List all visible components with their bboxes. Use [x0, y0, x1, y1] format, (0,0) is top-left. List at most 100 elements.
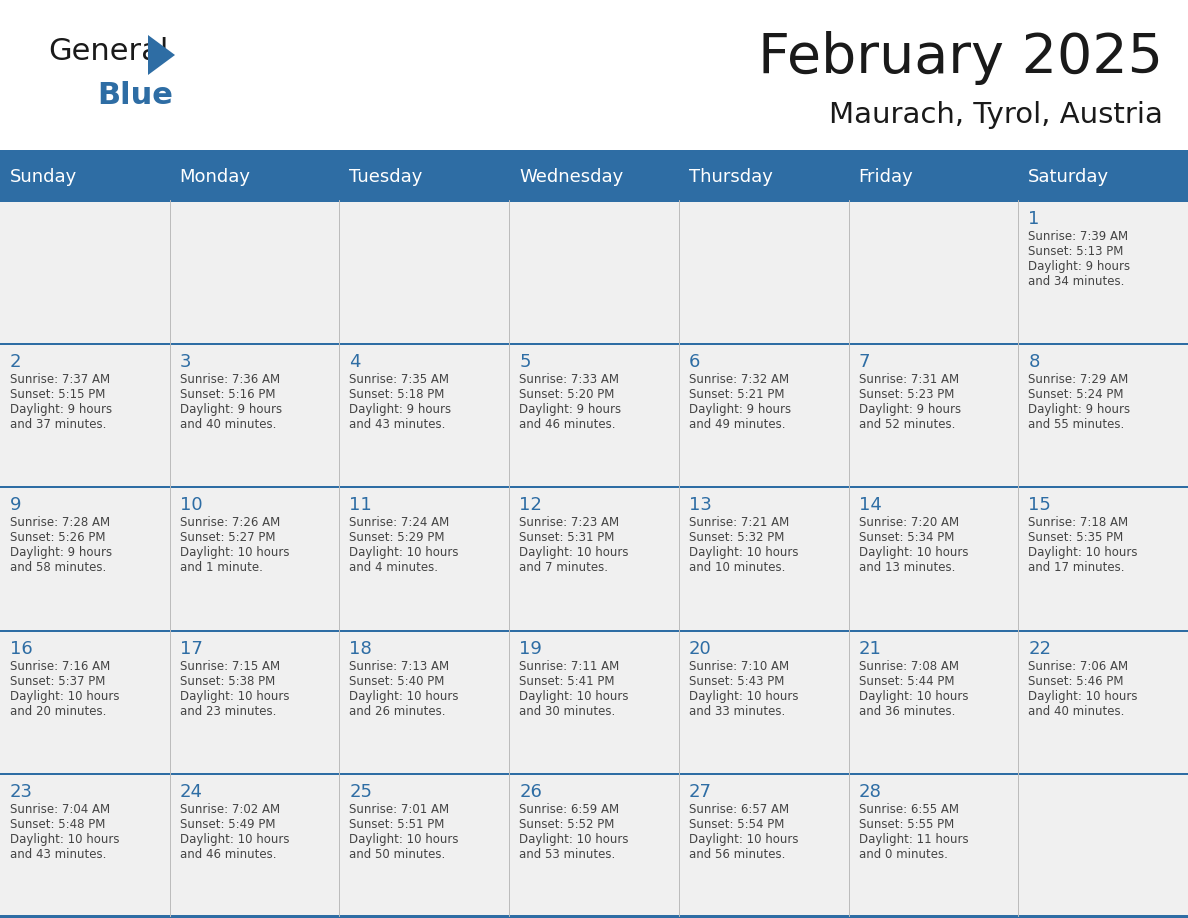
- Text: and 53 minutes.: and 53 minutes.: [519, 848, 615, 861]
- Text: 13: 13: [689, 497, 712, 514]
- Bar: [0, 487, 1188, 488]
- Text: 28: 28: [859, 783, 881, 800]
- Text: and 0 minutes.: and 0 minutes.: [859, 848, 948, 861]
- Text: Daylight: 10 hours: Daylight: 10 hours: [179, 833, 289, 845]
- Text: Sunrise: 7:28 AM: Sunrise: 7:28 AM: [10, 517, 110, 530]
- Text: Daylight: 11 hours: Daylight: 11 hours: [859, 833, 968, 845]
- Text: and 40 minutes.: and 40 minutes.: [1029, 705, 1125, 718]
- Text: 24: 24: [179, 783, 203, 800]
- Text: Monday: Monday: [179, 168, 251, 186]
- Text: Sunset: 5:44 PM: Sunset: 5:44 PM: [859, 675, 954, 688]
- Text: and 58 minutes.: and 58 minutes.: [10, 562, 106, 575]
- Text: Sunrise: 7:13 AM: Sunrise: 7:13 AM: [349, 660, 449, 673]
- Text: Daylight: 10 hours: Daylight: 10 hours: [1029, 546, 1138, 559]
- Text: and 7 minutes.: and 7 minutes.: [519, 562, 608, 575]
- Text: Daylight: 9 hours: Daylight: 9 hours: [349, 403, 451, 416]
- Text: Sunset: 5:31 PM: Sunset: 5:31 PM: [519, 532, 614, 544]
- Text: and 17 minutes.: and 17 minutes.: [1029, 562, 1125, 575]
- Text: Sunrise: 7:23 AM: Sunrise: 7:23 AM: [519, 517, 619, 530]
- Text: 17: 17: [179, 640, 203, 657]
- Text: Sunrise: 7:36 AM: Sunrise: 7:36 AM: [179, 374, 280, 386]
- Text: Sunrise: 7:04 AM: Sunrise: 7:04 AM: [10, 803, 110, 816]
- Text: Sunrise: 7:26 AM: Sunrise: 7:26 AM: [179, 517, 280, 530]
- Text: Sunrise: 7:10 AM: Sunrise: 7:10 AM: [689, 660, 789, 673]
- Text: 3: 3: [179, 353, 191, 371]
- Text: Sunset: 5:20 PM: Sunset: 5:20 PM: [519, 388, 614, 401]
- Text: and 49 minutes.: and 49 minutes.: [689, 419, 785, 431]
- Text: and 43 minutes.: and 43 minutes.: [349, 419, 446, 431]
- Text: Daylight: 9 hours: Daylight: 9 hours: [1029, 403, 1131, 416]
- Text: Sunrise: 7:08 AM: Sunrise: 7:08 AM: [859, 660, 959, 673]
- Text: Maurach, Tyrol, Austria: Maurach, Tyrol, Austria: [829, 101, 1163, 129]
- Text: Sunset: 5:21 PM: Sunset: 5:21 PM: [689, 388, 784, 401]
- Text: Daylight: 9 hours: Daylight: 9 hours: [179, 403, 282, 416]
- Text: Daylight: 9 hours: Daylight: 9 hours: [689, 403, 791, 416]
- Text: Daylight: 10 hours: Daylight: 10 hours: [689, 546, 798, 559]
- Text: and 33 minutes.: and 33 minutes.: [689, 705, 785, 718]
- Text: 27: 27: [689, 783, 712, 800]
- Bar: [0, 773, 1188, 775]
- Text: Daylight: 10 hours: Daylight: 10 hours: [519, 833, 628, 845]
- Text: Sunrise: 6:59 AM: Sunrise: 6:59 AM: [519, 803, 619, 816]
- Bar: [0, 343, 1188, 487]
- Text: 9: 9: [10, 497, 21, 514]
- Text: Sunset: 5:43 PM: Sunset: 5:43 PM: [689, 675, 784, 688]
- Text: Daylight: 10 hours: Daylight: 10 hours: [349, 833, 459, 845]
- Polygon shape: [148, 35, 175, 75]
- Text: and 40 minutes.: and 40 minutes.: [179, 419, 276, 431]
- Text: Daylight: 10 hours: Daylight: 10 hours: [519, 689, 628, 702]
- Text: Sunset: 5:37 PM: Sunset: 5:37 PM: [10, 675, 106, 688]
- Bar: [0, 773, 1188, 916]
- Text: and 37 minutes.: and 37 minutes.: [10, 419, 107, 431]
- Text: Daylight: 10 hours: Daylight: 10 hours: [519, 546, 628, 559]
- Text: Sunset: 5:16 PM: Sunset: 5:16 PM: [179, 388, 276, 401]
- Text: and 23 minutes.: and 23 minutes.: [179, 705, 276, 718]
- Text: Daylight: 10 hours: Daylight: 10 hours: [689, 689, 798, 702]
- Text: 8: 8: [1029, 353, 1040, 371]
- Text: Sunrise: 7:31 AM: Sunrise: 7:31 AM: [859, 374, 959, 386]
- Text: Sunset: 5:38 PM: Sunset: 5:38 PM: [179, 675, 274, 688]
- Bar: [0, 915, 1188, 918]
- Text: and 55 minutes.: and 55 minutes.: [1029, 419, 1125, 431]
- Text: 23: 23: [10, 783, 33, 800]
- Text: Sunset: 5:18 PM: Sunset: 5:18 PM: [349, 388, 444, 401]
- Text: Sunrise: 7:24 AM: Sunrise: 7:24 AM: [349, 517, 450, 530]
- Text: Daylight: 9 hours: Daylight: 9 hours: [10, 403, 112, 416]
- Text: Sunday: Sunday: [10, 168, 77, 186]
- Text: Sunset: 5:24 PM: Sunset: 5:24 PM: [1029, 388, 1124, 401]
- Text: and 26 minutes.: and 26 minutes.: [349, 705, 446, 718]
- Text: and 13 minutes.: and 13 minutes.: [859, 562, 955, 575]
- Text: Daylight: 10 hours: Daylight: 10 hours: [859, 546, 968, 559]
- Text: Saturday: Saturday: [1029, 168, 1110, 186]
- Text: Sunset: 5:54 PM: Sunset: 5:54 PM: [689, 818, 784, 831]
- Text: Sunrise: 7:18 AM: Sunrise: 7:18 AM: [1029, 517, 1129, 530]
- Text: Sunrise: 7:39 AM: Sunrise: 7:39 AM: [1029, 230, 1129, 243]
- Text: 4: 4: [349, 353, 361, 371]
- Text: Wednesday: Wednesday: [519, 168, 624, 186]
- Text: and 10 minutes.: and 10 minutes.: [689, 562, 785, 575]
- Text: Daylight: 9 hours: Daylight: 9 hours: [1029, 260, 1131, 273]
- Text: Sunset: 5:35 PM: Sunset: 5:35 PM: [1029, 532, 1124, 544]
- Bar: [0, 200, 1188, 202]
- Text: Sunset: 5:52 PM: Sunset: 5:52 PM: [519, 818, 614, 831]
- Text: Sunrise: 7:20 AM: Sunrise: 7:20 AM: [859, 517, 959, 530]
- Text: Sunset: 5:26 PM: Sunset: 5:26 PM: [10, 532, 106, 544]
- Text: 21: 21: [859, 640, 881, 657]
- Text: 16: 16: [10, 640, 33, 657]
- Text: Sunrise: 6:55 AM: Sunrise: 6:55 AM: [859, 803, 959, 816]
- Text: Blue: Blue: [97, 81, 173, 109]
- Text: Sunset: 5:32 PM: Sunset: 5:32 PM: [689, 532, 784, 544]
- Bar: [0, 150, 1188, 154]
- Text: Sunset: 5:29 PM: Sunset: 5:29 PM: [349, 532, 446, 544]
- Text: Sunset: 5:34 PM: Sunset: 5:34 PM: [859, 532, 954, 544]
- Bar: [0, 487, 1188, 630]
- Text: Sunset: 5:40 PM: Sunset: 5:40 PM: [349, 675, 444, 688]
- Text: and 46 minutes.: and 46 minutes.: [519, 419, 615, 431]
- Text: Sunset: 5:51 PM: Sunset: 5:51 PM: [349, 818, 444, 831]
- Text: Friday: Friday: [859, 168, 914, 186]
- Text: Thursday: Thursday: [689, 168, 772, 186]
- Text: and 46 minutes.: and 46 minutes.: [179, 848, 277, 861]
- Text: Daylight: 10 hours: Daylight: 10 hours: [179, 546, 289, 559]
- Text: Daylight: 9 hours: Daylight: 9 hours: [519, 403, 621, 416]
- Text: 5: 5: [519, 353, 531, 371]
